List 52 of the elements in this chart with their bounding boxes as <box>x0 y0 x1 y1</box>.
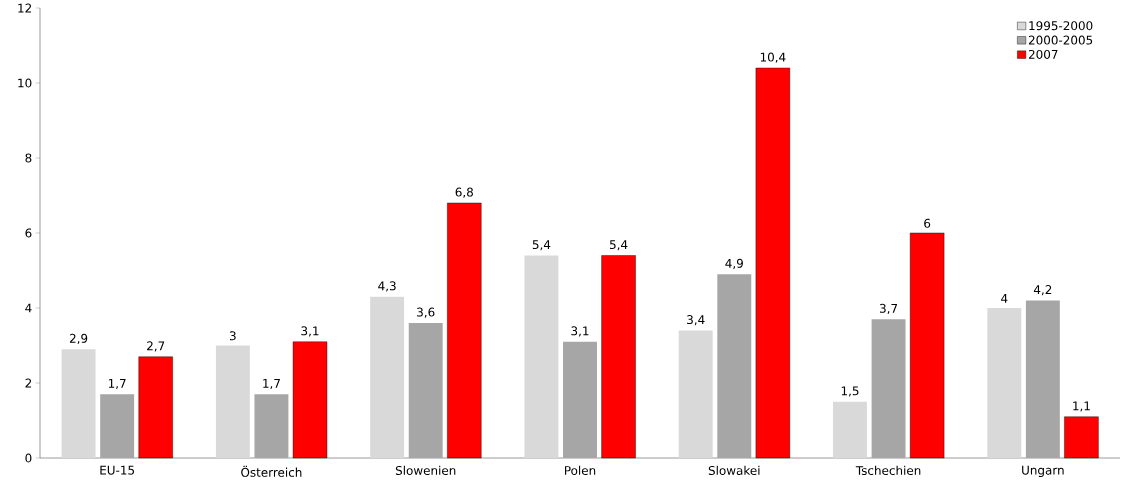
y-tick-label: 10 <box>18 78 32 88</box>
data-label: 1,7 <box>263 378 280 390</box>
data-label: 2,9 <box>69 333 88 345</box>
data-label: 3 <box>229 331 236 341</box>
x-tick-label: Tschechien <box>855 465 921 476</box>
data-label: 4 <box>1001 294 1008 303</box>
x-tick-label: Slowakei <box>708 465 760 476</box>
legend-label: 2000-2005 <box>1028 35 1093 45</box>
bar <box>833 401 867 458</box>
bar <box>254 394 289 458</box>
data-label: 1,5 <box>841 386 859 397</box>
y-tick-label: 2 <box>25 378 32 388</box>
bar <box>100 394 135 458</box>
y-tick-label: 12 <box>18 3 32 13</box>
data-label: 1,7 <box>108 378 126 390</box>
data-label: 3,1 <box>571 326 589 337</box>
data-label: 10,4 <box>760 52 786 63</box>
bar <box>717 274 752 458</box>
bar <box>1025 300 1060 458</box>
x-tick-label: Ungarn <box>1022 465 1064 477</box>
x-tick-label: Polen <box>564 465 596 476</box>
data-label: 3,6 <box>417 307 435 318</box>
data-label: 4,9 <box>725 258 743 270</box>
x-tick-label: Österreich <box>241 465 302 477</box>
bar <box>563 341 597 458</box>
bar <box>215 345 250 458</box>
data-label: 6,8 <box>455 187 473 198</box>
y-tick-label: 8 <box>25 153 32 163</box>
bar <box>987 308 1022 458</box>
bar <box>370 296 405 458</box>
data-label: 3,1 <box>301 326 319 337</box>
data-label: 3,4 <box>687 315 705 326</box>
y-tick-label: 0 <box>25 453 32 463</box>
data-label: 2,7 <box>147 341 165 352</box>
data-label: 6 <box>924 218 931 228</box>
y-tick-label: 6 <box>25 228 32 238</box>
x-tick-label: Slowenien <box>395 465 456 476</box>
data-label: 4,3 <box>378 281 396 292</box>
data-label: 1,1 <box>1073 401 1090 412</box>
legend-label: 2007 <box>1028 49 1058 59</box>
bar <box>408 323 443 458</box>
data-label: 5,4 <box>609 240 628 251</box>
bar <box>678 330 713 458</box>
bar <box>61 349 96 458</box>
legend-label: 1995-2000 <box>1029 21 1093 31</box>
data-label: 4,2 <box>1033 285 1052 296</box>
y-tick-label: 4 <box>25 303 32 313</box>
bar <box>871 319 906 458</box>
bar <box>524 255 559 458</box>
x-tick-label: EU-15 <box>100 465 135 475</box>
data-label: 5,4 <box>532 240 551 251</box>
data-label: 3,7 <box>879 303 898 315</box>
